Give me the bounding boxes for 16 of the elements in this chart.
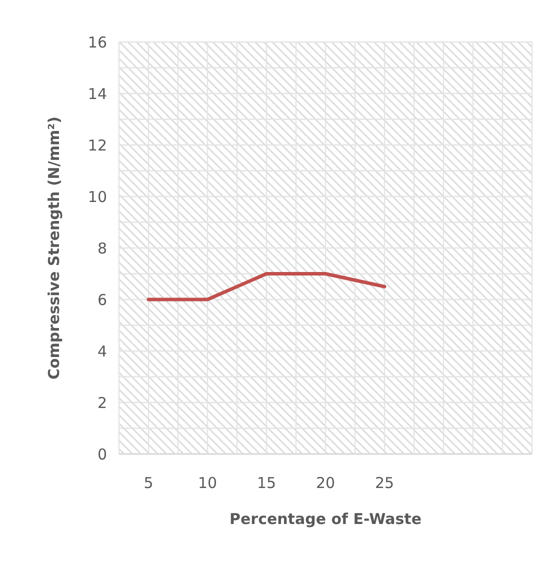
- x-tick-label: 5: [144, 474, 154, 492]
- y-tick-label: 0: [97, 445, 107, 464]
- y-tick-label: 14: [88, 84, 107, 103]
- y-tick-label: 4: [97, 342, 107, 360]
- x-tick-label: 25: [374, 474, 394, 492]
- y-tick-label: 10: [88, 188, 107, 206]
- y-tick-label: 16: [88, 33, 107, 52]
- x-tick-label: 15: [256, 474, 276, 492]
- y-axis-title: Compressive Strength (N/mm²): [45, 116, 63, 380]
- y-tick-label: 12: [88, 136, 107, 154]
- x-tick-label: 10: [198, 474, 218, 492]
- x-tick-label: 20: [316, 474, 336, 492]
- y-tick-label: 8: [97, 239, 107, 258]
- y-tick-label: 2: [97, 394, 107, 412]
- y-tick-label: 6: [97, 290, 107, 309]
- x-axis-title: Percentage of E-Waste: [230, 510, 422, 528]
